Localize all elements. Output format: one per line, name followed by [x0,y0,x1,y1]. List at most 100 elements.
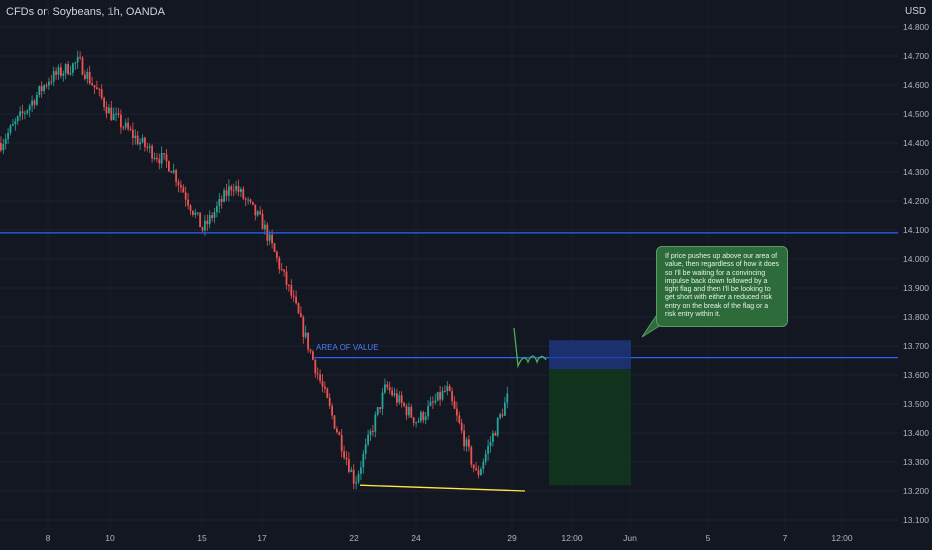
candle-body [336,428,338,433]
candle-body [475,468,477,471]
candle-body [165,154,168,162]
risk-zone [549,340,631,370]
price-tick: 14.600 [903,80,929,90]
candle-body [350,469,353,472]
candle-body [249,199,252,202]
candle-body [324,386,326,389]
candle-body [122,127,125,129]
candle-body [261,213,264,230]
candle-body [189,205,192,211]
candle-body [139,142,141,145]
candle-body [144,137,146,147]
candle-body [218,199,221,206]
projected-path [513,327,547,369]
candle-body [79,56,81,58]
price-tick: 13.600 [903,370,929,380]
candle-body [434,400,437,403]
candle-body [333,415,336,429]
price-tick: 13.400 [903,428,929,438]
candle-body [76,56,79,63]
price-tick: 14.200 [903,196,929,206]
time-tick: 17 [257,533,267,543]
price-tick: 13.900 [903,283,929,293]
candle-body [204,220,206,231]
candle-body [127,122,129,129]
candle-body [453,401,456,409]
price-tick: 14.000 [903,254,929,264]
candle-body [427,405,429,417]
price-tick: 13.500 [903,399,929,409]
candle-body [278,257,281,270]
candle-body [362,453,365,468]
candle-body [290,285,293,296]
time-tick: 12:00 [561,533,583,543]
candle-body [477,470,480,476]
candle-body [343,451,345,458]
candle-body [4,139,7,145]
price-tick: 14.100 [903,225,929,235]
candle-body [422,412,425,421]
candle-body [288,284,290,286]
candlesticks [0,50,509,490]
price-tick: 13.800 [903,312,929,322]
candle-body [463,430,465,447]
candle-body [458,415,461,423]
candle-body [45,85,48,87]
candle-body [36,95,38,105]
candle-body [496,417,499,436]
candle-body [470,446,473,465]
candle-body [408,406,410,416]
candle-body [208,215,211,225]
candle-body [283,269,285,272]
candle-body [381,392,384,409]
candle-body [405,406,408,416]
candle-body [81,57,84,75]
candle-body [432,401,434,403]
candle-body [194,212,197,215]
candle-body [506,393,509,403]
candle-body [146,146,149,148]
candle-body [31,100,33,106]
candle-body [141,137,144,143]
price-tick: 13.700 [903,341,929,351]
candle-body [451,391,453,402]
candle-body [489,441,492,446]
candle-body [64,63,67,74]
candle-body [424,416,427,421]
candle-body [199,212,201,228]
candle-body [103,98,105,107]
candle-body [110,107,113,121]
candle-body [456,408,458,416]
candle-body [273,243,276,252]
candle-body [55,71,57,75]
candle-body [268,234,271,241]
candle-body [352,469,355,484]
candle-body [69,72,72,75]
candle-body [153,157,156,159]
time-tick: 24 [411,533,421,543]
trade-plan-note[interactable]: If price pushes up above our area of val… [656,246,788,328]
candle-body [43,85,45,92]
candle-body [292,295,295,297]
candle-body [314,359,317,374]
candle-body [230,186,233,191]
candle-body [220,199,223,202]
candle-body [429,401,432,406]
candle-body [201,227,204,231]
time-tick: 12:00 [831,533,853,543]
candle-body [38,86,41,96]
symbol-title[interactable]: CFDs on Soybeans, 1h, OANDA [6,6,165,18]
candle-body [40,86,43,92]
price-tick: 14.700 [903,51,929,61]
level-lines [0,232,898,492]
candle-body [379,407,381,409]
candle-body [196,212,199,214]
candle-body [134,135,137,138]
candle-body [487,445,489,454]
time-tick: 5 [706,533,711,543]
candle-body [136,135,139,145]
candle-body [156,157,158,160]
price-tick: 14.300 [903,167,929,177]
candle-body [271,234,273,244]
